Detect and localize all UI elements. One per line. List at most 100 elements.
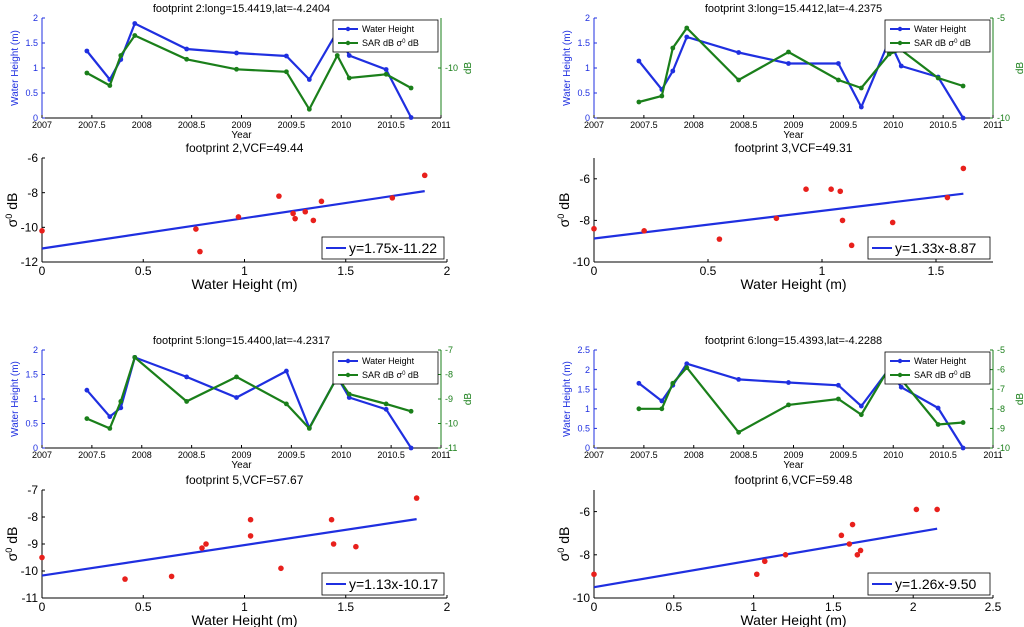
sar-point xyxy=(935,75,941,81)
x-tick-label: 2 xyxy=(444,600,451,614)
fit-legend-box xyxy=(867,236,991,260)
panel-2: footprint 3:long=15.4412,lat=-4.2375 2007… xyxy=(562,3,1024,141)
y-tick-label: 2 xyxy=(33,13,38,23)
water-height-point xyxy=(786,61,791,66)
y-tick-label: -10 xyxy=(21,221,39,235)
panel-title: footprint 3:long=15.4412,lat=-4.2375 xyxy=(705,3,882,15)
water-height-point xyxy=(184,46,190,52)
y-axis-label: Water Height (m) xyxy=(10,361,21,437)
y-tick-label: 1 xyxy=(33,63,38,73)
water-height-point xyxy=(960,115,966,121)
x-tick-label: 2010.5 xyxy=(377,120,405,130)
x-tick-label: 2011 xyxy=(431,450,450,460)
scatter-point xyxy=(292,215,298,222)
fit-legend: y=1.13x-10.17 xyxy=(321,572,445,596)
x-axis-label: Year xyxy=(783,130,804,141)
y-axis-label: Water Height (m) xyxy=(562,30,573,106)
x-tick-label: 1.5 xyxy=(337,600,354,614)
y-tick-label: -10 xyxy=(573,255,591,269)
y2-tick-label: -9 xyxy=(997,423,1005,433)
sar-point xyxy=(736,429,742,435)
y-tick-label: 2 xyxy=(585,13,590,23)
panel-title: footprint 5:long=15.4400,lat=-4.2317 xyxy=(153,335,330,347)
x-tick-label: 2010 xyxy=(331,450,351,460)
x-tick-label: 2009.5 xyxy=(278,120,306,130)
legend-swatch-marker xyxy=(897,26,903,32)
y2-tick-label: -7 xyxy=(445,345,453,355)
scatter-point xyxy=(753,571,760,578)
water-height-point xyxy=(408,115,414,120)
scatter-point xyxy=(857,547,864,554)
y-tick-label: -11 xyxy=(22,591,39,605)
water-height-point xyxy=(670,68,676,74)
sar-point xyxy=(408,85,414,91)
sar-point xyxy=(84,70,90,76)
sar-point xyxy=(132,354,138,360)
scatter-point xyxy=(838,532,845,539)
y-axis-label: σ0 dB xyxy=(556,527,572,562)
legend-swatch-marker xyxy=(897,372,903,378)
sar-point xyxy=(383,71,389,77)
y-tick-label: 0 xyxy=(33,113,38,123)
scatter-point xyxy=(353,543,359,550)
x-tick-label: 2009.5 xyxy=(830,450,858,460)
y-tick-label: 2 xyxy=(33,345,38,355)
fit-equation: y=1.75x-11.22 xyxy=(349,240,437,256)
scatter-point xyxy=(960,165,967,172)
water-height-point xyxy=(408,445,414,451)
sar-point xyxy=(835,396,841,402)
sar-point xyxy=(408,408,414,414)
sar-point xyxy=(306,106,312,112)
water-height-point xyxy=(898,63,904,69)
water-height-point xyxy=(306,77,312,82)
sar-point xyxy=(234,374,239,380)
sar-point xyxy=(858,85,864,91)
fit-line xyxy=(41,190,425,250)
y2-tick-label: -9 xyxy=(445,394,453,404)
x-axis-label: Year xyxy=(231,130,252,141)
fit-equation: y=1.26x-9.50 xyxy=(895,576,977,592)
water-height-point xyxy=(898,384,904,390)
fit-legend: y=1.75x-11.22 xyxy=(321,236,445,260)
legend-swatch-marker xyxy=(345,358,351,364)
scatter-point xyxy=(122,576,128,582)
x-tick-label: 0 xyxy=(591,600,598,614)
water-height-point xyxy=(835,61,841,66)
x-tick-label: 2008 xyxy=(684,120,704,130)
y2-axis-label: dB xyxy=(1015,62,1024,75)
fit-legend-box xyxy=(321,236,445,260)
x-tick-label: 2010 xyxy=(331,120,351,130)
water-height-point xyxy=(736,50,742,55)
fit-line xyxy=(41,518,417,577)
scatter-point xyxy=(290,210,296,217)
sar-point xyxy=(283,401,289,407)
legend-box xyxy=(332,19,439,53)
scatter-point xyxy=(330,541,337,547)
legend-swatch-marker xyxy=(345,40,351,46)
water-height-point xyxy=(84,48,90,54)
scatter-point xyxy=(944,194,951,201)
legend-label: Water Height xyxy=(362,356,415,366)
scatter-point xyxy=(846,541,853,547)
legend-label: Water Height xyxy=(914,24,967,34)
y2-tick-label: -10 xyxy=(997,113,1010,123)
panel-title: footprint 5,VCF=57.67 xyxy=(186,473,304,487)
y-tick-label: -10 xyxy=(573,591,591,605)
legend-swatch-marker xyxy=(897,358,903,364)
x-tick-label: 0.5 xyxy=(135,600,152,614)
scatter-point xyxy=(278,565,284,572)
x-tick-label: 1.5 xyxy=(337,264,354,278)
x-tick-label: 0 xyxy=(39,264,46,278)
x-tick-label: 2011 xyxy=(431,120,450,130)
scatter-point xyxy=(276,193,282,199)
y-tick-label: -8 xyxy=(579,214,590,228)
legend: Water Height SAR dB σ0 dB xyxy=(332,19,439,53)
scatter-point xyxy=(837,188,844,195)
x-tick-label: 1 xyxy=(241,600,248,614)
y-tick-label: 1 xyxy=(33,394,38,404)
x-tick-label: 2009.5 xyxy=(278,450,306,460)
scatter-point xyxy=(413,495,420,501)
x-tick-label: 2010 xyxy=(883,450,903,460)
x-tick-label: 2009 xyxy=(783,120,803,130)
